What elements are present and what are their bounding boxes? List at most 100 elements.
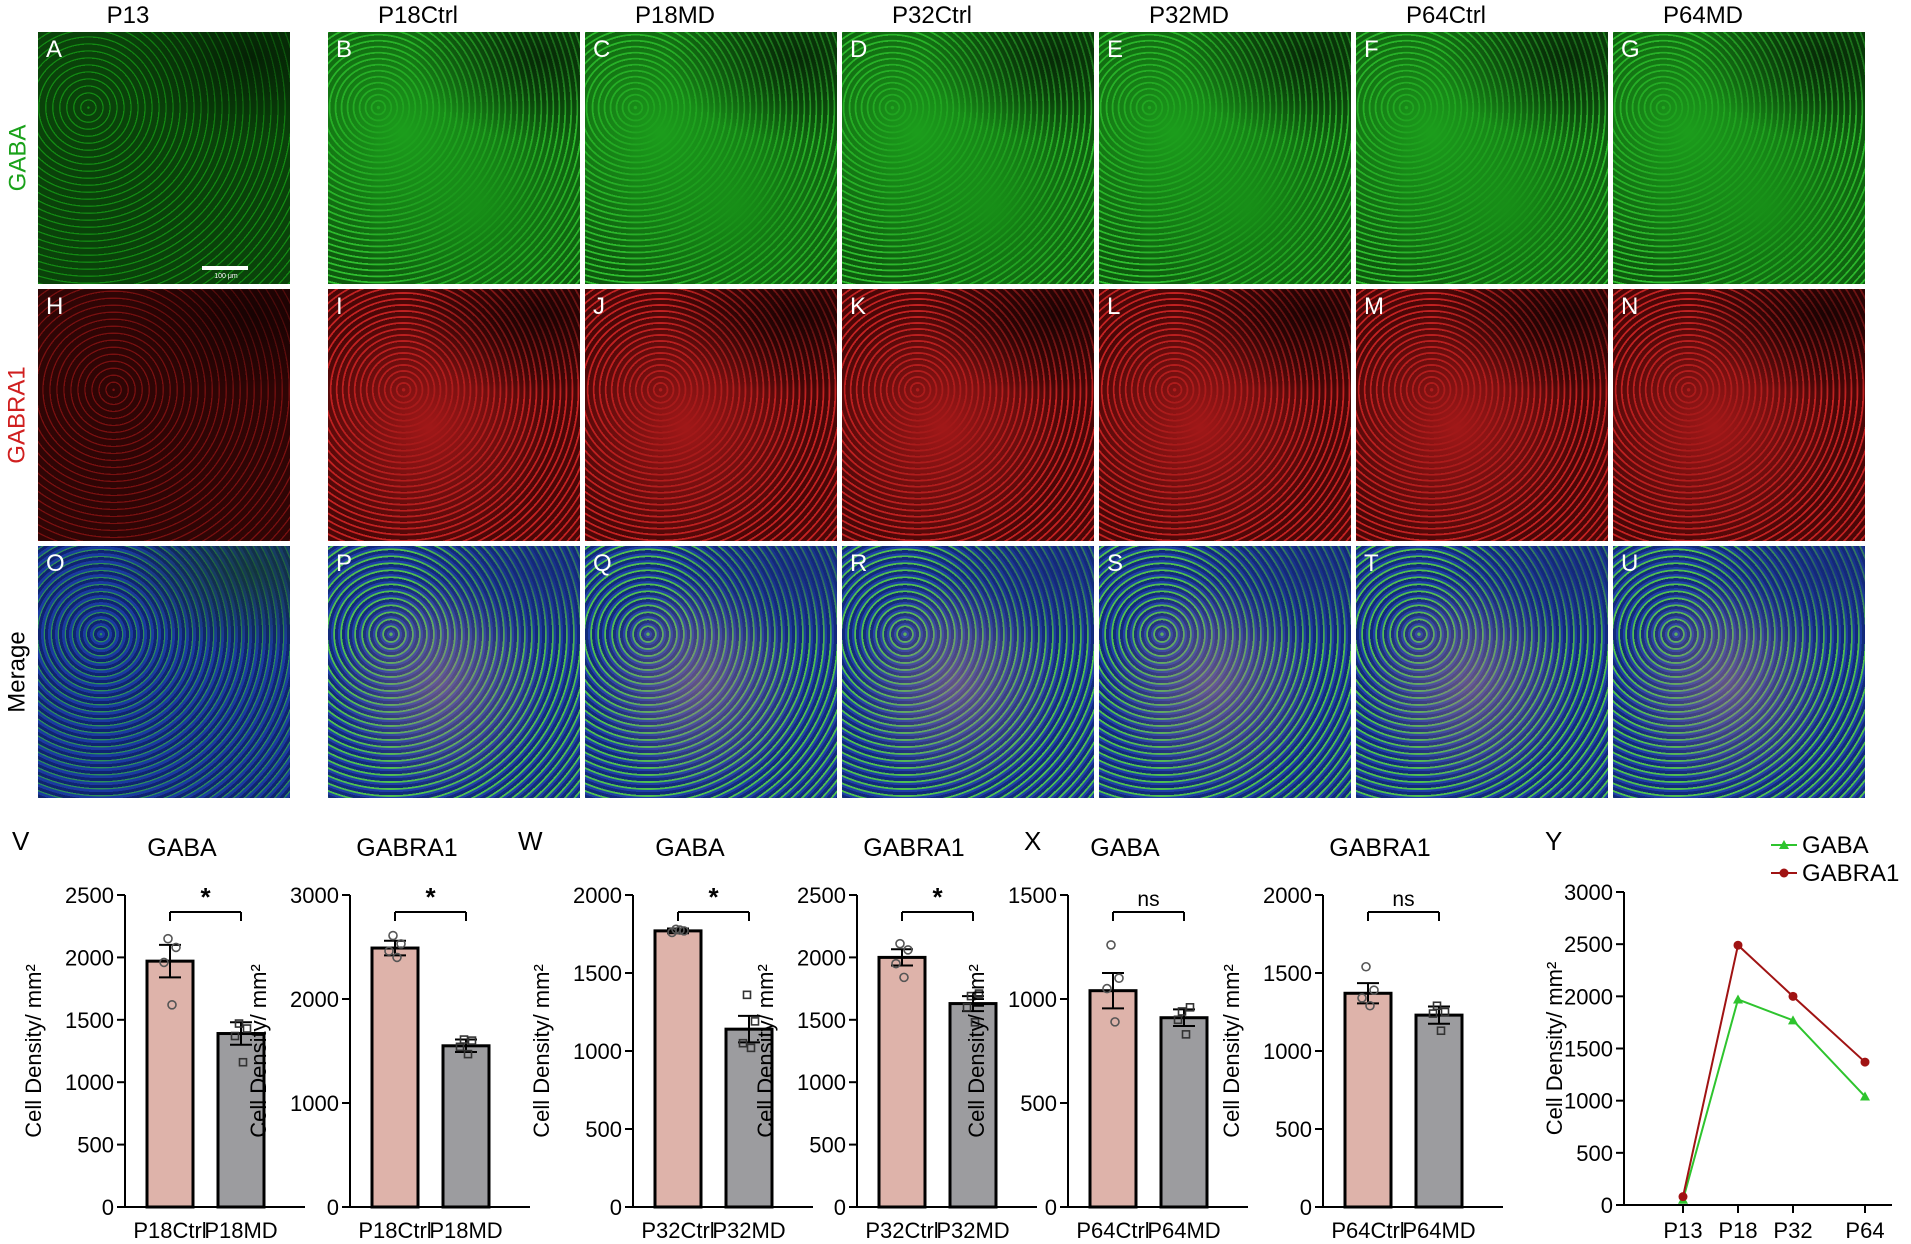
data-point xyxy=(899,972,909,983)
panel-letter: R xyxy=(850,550,868,577)
chart-title: GABA xyxy=(1090,834,1160,862)
data-point xyxy=(1114,973,1124,984)
data-point xyxy=(746,1043,756,1053)
micrograph-k: K xyxy=(842,289,1094,541)
data-point xyxy=(392,952,402,963)
micrograph-s: S xyxy=(1099,546,1351,798)
data-point xyxy=(1436,1026,1446,1036)
bar-p18md xyxy=(216,1032,266,1209)
y-tick-label: 2000 xyxy=(290,987,339,1012)
data-point xyxy=(396,939,406,949)
data-point xyxy=(467,1036,477,1045)
data-point xyxy=(970,1017,980,1027)
x-tick-label: P18 xyxy=(1718,1218,1757,1243)
panel-letter: U xyxy=(1621,550,1639,577)
panel-letter: O xyxy=(46,550,65,577)
significance-label: * xyxy=(425,882,436,912)
micrograph-c: C xyxy=(585,32,837,284)
panel-letter: G xyxy=(1621,36,1640,63)
bar-p64ctrl xyxy=(1088,989,1138,1209)
bar-p18ctrl xyxy=(145,959,195,1209)
panel-letter: L xyxy=(1107,293,1121,320)
y-axis-label: Cell Density/ mm² xyxy=(964,964,989,1138)
y-tick-label: 1500 xyxy=(797,1008,846,1033)
data-point xyxy=(1185,1003,1195,1012)
y-tick-label: 2500 xyxy=(797,883,846,908)
panel-letter: K xyxy=(850,293,867,320)
y-tick-label: 0 xyxy=(1601,1193,1613,1218)
legend-marker xyxy=(1779,868,1789,878)
data-point xyxy=(1361,961,1371,972)
x-tick-label: P32MD xyxy=(712,1218,785,1243)
data-point xyxy=(384,946,394,956)
data-point xyxy=(750,1017,760,1026)
bar-p64md xyxy=(1159,1016,1209,1209)
micrograph-p: P xyxy=(328,546,580,798)
significance-label: * xyxy=(708,882,719,912)
y-tick-label: 1000 xyxy=(1008,987,1057,1012)
column-header-p18ctrl: P18Ctrl xyxy=(377,2,459,29)
data-point xyxy=(230,1031,240,1041)
micrograph-i: I xyxy=(328,289,580,541)
data-point xyxy=(159,957,169,968)
x-tick-label: P18Ctrl xyxy=(133,1218,206,1243)
data-point xyxy=(1110,1017,1120,1027)
y-tick-label: 3000 xyxy=(290,883,339,908)
y-tick-label: 2000 xyxy=(1263,883,1312,908)
y-tick-label: 0 xyxy=(834,1195,846,1220)
x-tick-label: P64MD xyxy=(1147,1218,1220,1243)
column-header-p32md: P32MD xyxy=(1148,2,1230,29)
y-tick-label: 500 xyxy=(1275,1117,1312,1142)
x-tick-label: P64 xyxy=(1845,1218,1884,1243)
legend-label-gabra1: GABRA1 xyxy=(1802,860,1899,887)
data-point xyxy=(1173,1015,1183,1025)
x-tick-label: P64Ctrl xyxy=(1331,1218,1404,1243)
y-tick-label: 2000 xyxy=(1564,984,1613,1009)
bar-p18ctrl xyxy=(370,946,420,1209)
y-tick-label: 2000 xyxy=(573,883,622,908)
micrograph-r: R xyxy=(842,546,1094,798)
data-point xyxy=(738,1038,748,1048)
y-tick-label: 1000 xyxy=(797,1070,846,1095)
panel-letter: C xyxy=(593,36,611,63)
y-axis-label: Cell Density/ mm² xyxy=(753,964,778,1138)
chart-title: GABRA1 xyxy=(1329,834,1430,862)
data-point xyxy=(459,1035,469,1044)
micrograph-o: O xyxy=(38,546,290,798)
y-tick-label: 500 xyxy=(77,1133,114,1158)
panel-letter: M xyxy=(1364,293,1384,320)
micrograph-t: T xyxy=(1356,546,1608,798)
y-tick-label: 0 xyxy=(610,1195,622,1220)
significance-label: ns xyxy=(1137,888,1159,911)
data-point xyxy=(238,1057,248,1067)
data-point xyxy=(903,945,913,955)
bar-p64ctrl xyxy=(1343,991,1393,1209)
data-point xyxy=(1788,1015,1798,1025)
chart-title: GABRA1 xyxy=(356,834,457,862)
scale-bar xyxy=(202,266,248,270)
panel-letter: T xyxy=(1364,550,1379,577)
data-point xyxy=(167,1000,177,1010)
y-axis-label: Cell Density/ mm² xyxy=(529,964,554,1138)
chart-title: GABA xyxy=(655,834,725,862)
panel-letter: A xyxy=(46,36,63,63)
y-tick-label: 2000 xyxy=(65,945,114,970)
data-point xyxy=(1181,1030,1191,1039)
data-point xyxy=(1357,993,1367,1003)
x-tick-label: P32 xyxy=(1773,1218,1812,1243)
bar-p18md xyxy=(441,1044,491,1209)
y-tick-label: 1000 xyxy=(1564,1089,1613,1114)
x-tick-label: P18MD xyxy=(204,1218,277,1243)
y-tick-label: 2000 xyxy=(797,945,846,970)
panel-letter: B xyxy=(336,36,353,63)
data-point xyxy=(1106,940,1116,950)
data-point xyxy=(966,991,976,1001)
data-point xyxy=(1365,1000,1375,1011)
panel-letter-x: X xyxy=(1024,826,1042,856)
y-tick-label: 2500 xyxy=(1564,932,1613,957)
panel-letter: S xyxy=(1107,550,1124,577)
series-line-gabra1 xyxy=(1682,943,1866,1197)
y-tick-label: 0 xyxy=(327,1195,339,1220)
legend-marker xyxy=(1779,840,1789,849)
micrograph-m: M xyxy=(1356,289,1608,541)
